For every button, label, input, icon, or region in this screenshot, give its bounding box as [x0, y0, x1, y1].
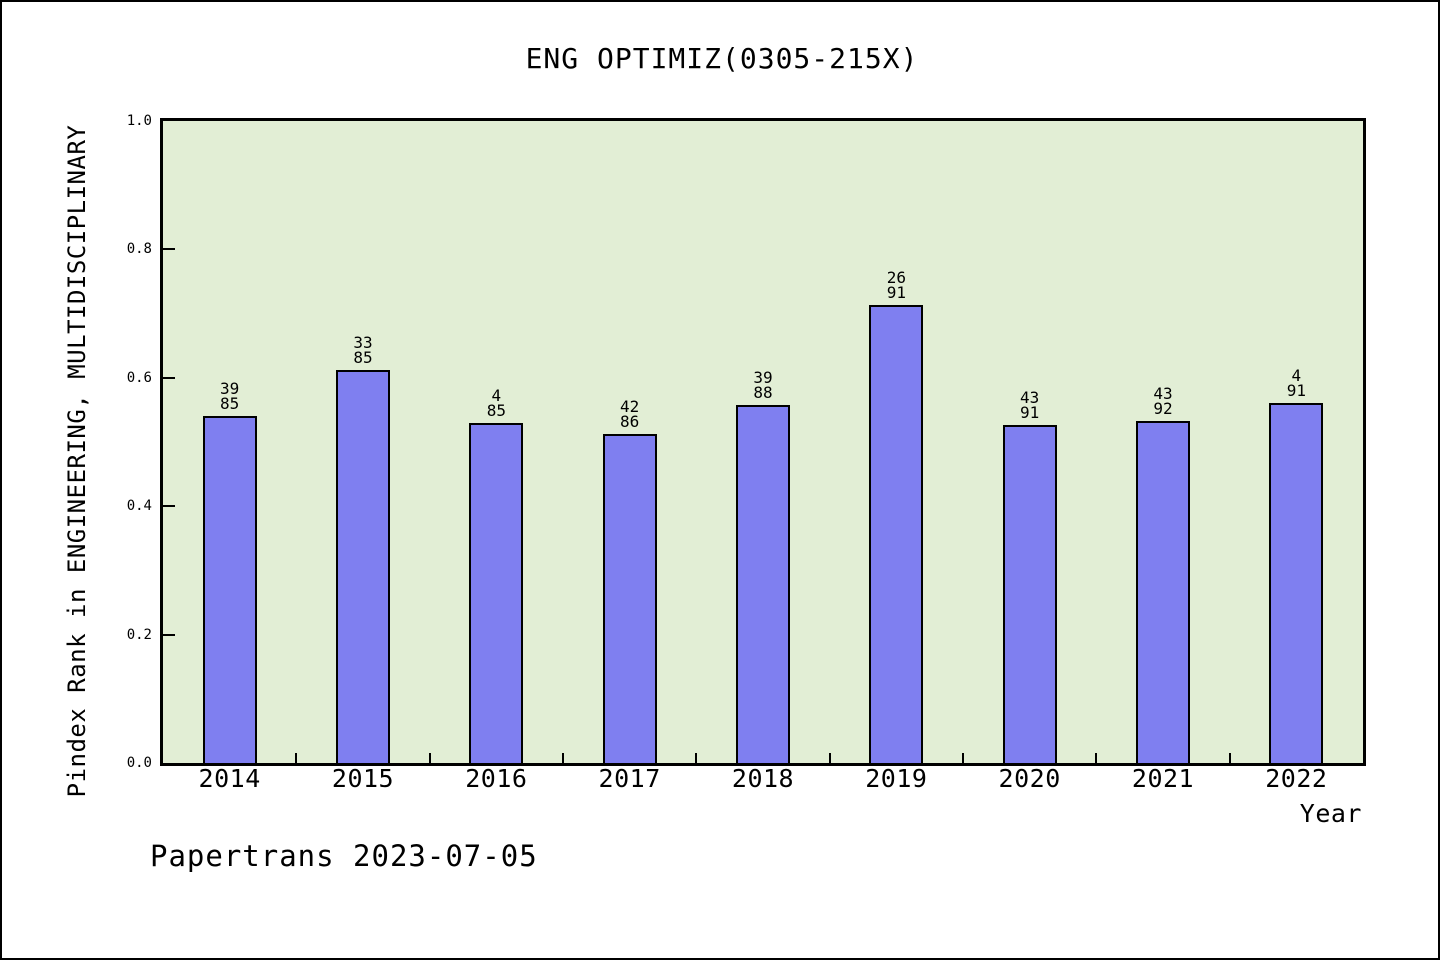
bar-label-denominator: 85	[220, 394, 240, 413]
y-tick-label: 0.8	[126, 241, 152, 258]
footer-watermark: Papertrans 2023-07-05	[150, 839, 538, 873]
x-tick-label-2020: 2020	[998, 764, 1061, 793]
y-tick-mark	[163, 376, 175, 379]
x-tick-label-2021: 2021	[1131, 764, 1195, 793]
bar-2014	[202, 416, 257, 763]
bar-label-numerator: 42	[620, 397, 640, 416]
x-tick-label-2017: 2017	[598, 764, 661, 793]
y-tick-label: 0.0	[126, 755, 152, 771]
bar-2022	[1269, 403, 1324, 763]
bar-2018	[736, 405, 790, 763]
bar-label-numerator: 39	[220, 379, 240, 398]
bar-value-label-2017: 42 86	[580, 397, 680, 431]
x-minor-tick	[828, 753, 831, 763]
bar-label-denominator: 85	[486, 401, 506, 420]
bar-label-denominator: 88	[753, 383, 773, 402]
bar-value-label-2018: 39 88	[713, 368, 813, 402]
y-tick-label: 0.6	[126, 369, 152, 386]
x-minor-tick	[962, 753, 964, 763]
bar-2019	[869, 305, 924, 763]
x-tick-label-2016: 2016	[465, 764, 528, 793]
x-axis-title: Year	[1299, 799, 1362, 828]
bar-2021	[1136, 421, 1190, 763]
x-minor-tick	[695, 753, 698, 763]
x-minor-tick	[428, 753, 431, 763]
bar-2020	[1002, 425, 1057, 763]
y-tick-mark	[163, 505, 175, 508]
bar-2017	[602, 434, 657, 763]
x-tick-label-2018: 2018	[731, 764, 795, 793]
y-axis-title: Pindex Rank in ENGINEERING, MULTIDISCIPL…	[63, 124, 91, 798]
x-minor-tick	[562, 753, 564, 763]
bar-2016	[469, 423, 524, 763]
y-tick-mark	[163, 633, 175, 636]
bar-label-denominator: 91	[886, 283, 906, 302]
bar-label-denominator: 91	[1020, 403, 1040, 422]
y-tick-label: 0.2	[126, 626, 152, 643]
chart-title: ENG OPTIMIZ(0305-215X)	[525, 42, 919, 75]
bar-value-label-2019: 26 91	[846, 268, 946, 302]
x-tick-label-2015: 2015	[331, 764, 395, 793]
bar-label-numerator: 33	[353, 333, 373, 352]
x-minor-tick	[1228, 753, 1231, 763]
bar-value-label-2020: 43 91	[980, 388, 1080, 422]
x-tick-label-2022: 2022	[1265, 764, 1328, 793]
bar-label-numerator: 4	[1291, 366, 1302, 385]
bar-value-label-2022: 4 91	[1246, 366, 1346, 400]
y-tick-mark	[163, 248, 175, 251]
bar-label-denominator: 86	[620, 412, 640, 431]
x-tick-label-2019: 2019	[865, 764, 928, 793]
bar-value-label-2015: 33 85	[313, 333, 413, 367]
bar-value-label-2021: 43 92	[1113, 384, 1213, 418]
y-tick-label: 1.0	[126, 113, 152, 129]
x-minor-tick	[1095, 753, 1098, 763]
plot-area: 39 85 33 85 4 85 42 86 39 88 26 91 43 91 43 92 4 91	[160, 118, 1366, 766]
bar-label-denominator: 91	[1286, 381, 1306, 400]
bar-label-numerator: 39	[753, 368, 773, 387]
bar-value-label-2014: 39 85	[180, 379, 280, 413]
bar-value-label-2016: 4 85	[446, 386, 546, 420]
bar-label-numerator: 4	[491, 386, 502, 405]
bar-label-denominator: 92	[1153, 399, 1173, 418]
bar-label-numerator: 43	[1020, 388, 1040, 407]
x-minor-tick	[295, 753, 298, 763]
x-tick-label-2014: 2014	[198, 764, 261, 793]
bar-label-numerator: 43	[1153, 384, 1173, 403]
y-tick-label: 0.4	[126, 498, 152, 515]
bar-label-denominator: 85	[353, 348, 373, 367]
bar-label-numerator: 26	[886, 268, 906, 287]
bar-2015	[336, 370, 390, 763]
